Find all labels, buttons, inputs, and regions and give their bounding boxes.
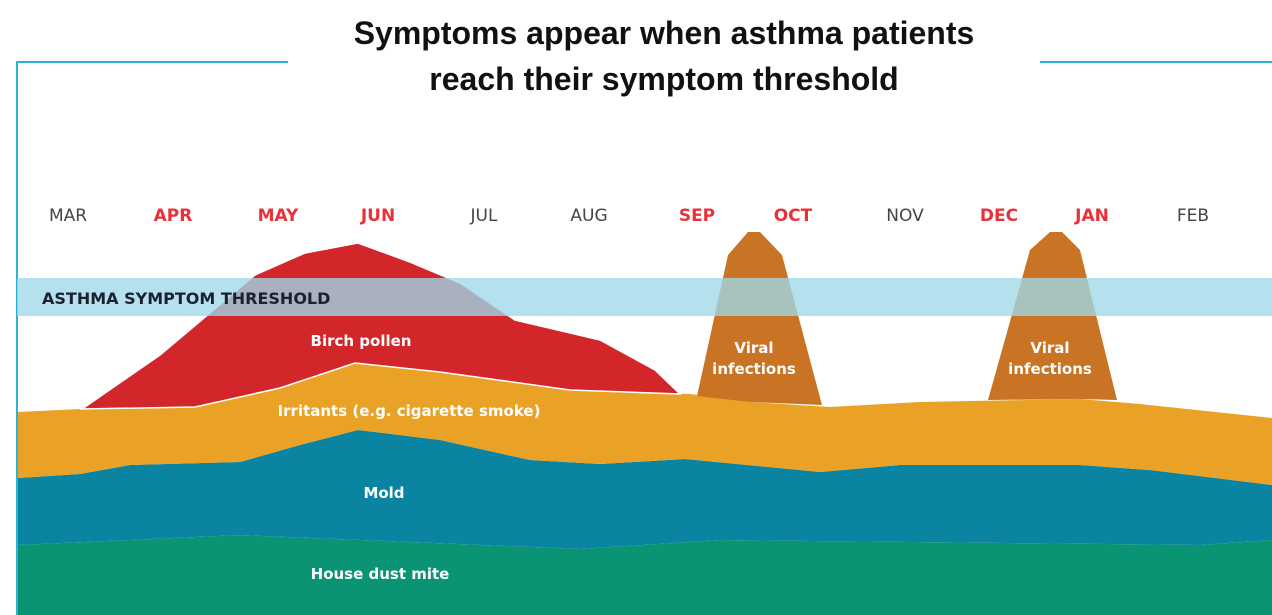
title-line: Symptoms appear when asthma patients [354, 15, 975, 51]
layer-label: Irritants (e.g. cigarette smoke) [278, 402, 541, 420]
month-label: AUG [570, 206, 607, 226]
month-label: OCT [774, 206, 813, 226]
layer-label: infections [1008, 360, 1092, 378]
frame [16, 61, 1272, 615]
month-label: MAR [49, 206, 87, 226]
month-labels: MAR APR MAY JUN JUL AUG SEP OCT NOV DEC JAN FEB [49, 206, 1209, 226]
month-label: MAY [258, 206, 299, 226]
month-label: JUL [470, 206, 498, 226]
layer-label: House dust mite [311, 565, 450, 583]
layer-label: Viral [734, 339, 773, 357]
month-label: NOV [886, 206, 924, 226]
layer-label: Viral [1030, 339, 1069, 357]
month-label: SEP [679, 206, 715, 226]
threshold-label: ASTHMA SYMPTOM THRESHOLD [42, 289, 330, 308]
threshold-band [17, 278, 1272, 316]
layer-label: infections [712, 360, 796, 378]
layer-label: Mold [363, 484, 404, 502]
month-label: JUN [360, 206, 395, 226]
layer-label: Birch pollen [311, 332, 412, 350]
mold-area [18, 430, 1272, 549]
month-label: FEB [1177, 206, 1209, 226]
birch-pollen-area [79, 242, 682, 410]
month-label: DEC [980, 206, 1018, 226]
viral-peak [697, 232, 822, 405]
dust-mite-area [18, 535, 1272, 615]
month-label: APR [154, 206, 193, 226]
month-label: JAN [1074, 206, 1109, 226]
title-line: reach their symptom threshold [429, 61, 898, 97]
frame-left [16, 61, 288, 615]
irritants-area [18, 363, 1272, 485]
